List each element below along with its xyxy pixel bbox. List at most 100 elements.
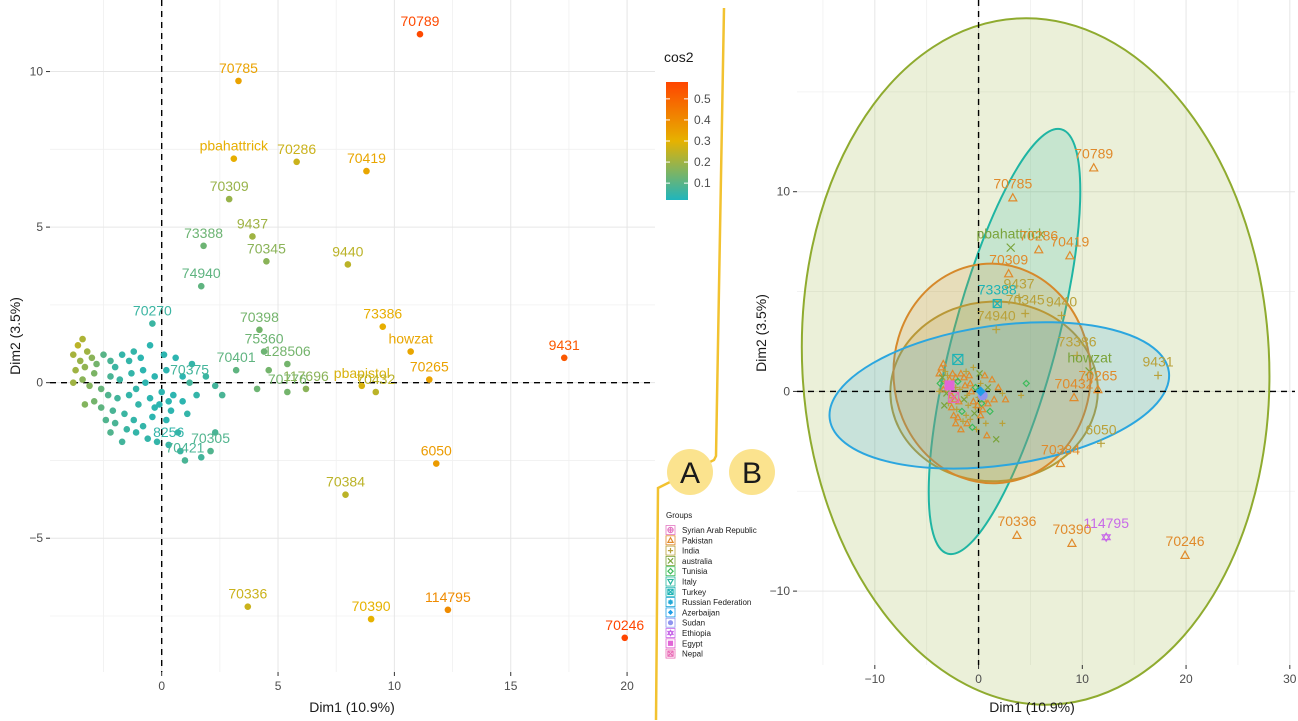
- panel-b-labeled-point: [1096, 439, 1105, 448]
- panel-a-points: [69, 30, 629, 642]
- panel-b-point-label: 70309: [989, 252, 1028, 268]
- panel-b-point-glyph: [958, 407, 966, 416]
- panel-b-labeled-point-glyph: [1096, 439, 1105, 448]
- panel-b-point-glyph: [973, 426, 980, 433]
- panel-divider: [654, 7, 726, 721]
- groups-legend-item: australia: [665, 556, 713, 566]
- panel-a-x-tick-label: 5: [275, 679, 282, 693]
- groups-legend-symbol-glyph: [667, 588, 674, 595]
- panel-a-point-label: 117696: [283, 368, 329, 384]
- panel-a-point: [76, 357, 84, 365]
- panel-b-point: [940, 401, 948, 409]
- panel-a-point-label: 128506: [264, 343, 311, 359]
- panel-b-point-glyph: [986, 407, 994, 416]
- panel-a-y-tick-label: 5: [36, 220, 43, 234]
- panel-b-labeled-point-glyph: [1154, 371, 1163, 380]
- panel-a-point: [146, 342, 154, 349]
- panel-a-labeled-point: [181, 457, 189, 464]
- panel-b-labeled-point-glyph: [992, 325, 1001, 334]
- cos2-tick-label: 0.1: [694, 176, 711, 190]
- panel-a-x-tick-label: 20: [620, 679, 634, 693]
- panel-b-point-glyph: [983, 399, 992, 407]
- panel-b-point-label: 70336: [997, 513, 1036, 529]
- panel-b-labeled-point: [1003, 268, 1014, 278]
- groups-legend-label: Italy: [682, 578, 697, 587]
- panel-b-group-center-nepal-glyph: [948, 391, 960, 404]
- panel-a-point-label: 114795: [425, 589, 471, 605]
- panel-b-labeled-point-glyph: [1055, 458, 1066, 468]
- panel-b-labeled-point: [1066, 537, 1077, 547]
- panel-a-point: [97, 385, 105, 393]
- panel-a-point-label: 8256: [153, 424, 184, 440]
- panel-a-point-labels: 70789 70785 pbahattrick 70286 70419 70309 9437…: [133, 13, 645, 633]
- panel-b-labeled-point: [1057, 311, 1066, 320]
- panel-b-point: [963, 419, 972, 427]
- panel-b-labeled-point: [1068, 392, 1080, 402]
- panel-a-point-label: 70286: [277, 141, 316, 157]
- panel-b-labeled-point: [1021, 309, 1030, 318]
- panel-a-point: [121, 410, 128, 418]
- panel-b-point: [1018, 392, 1025, 399]
- panel-label-a-badge: [667, 449, 713, 495]
- panel-b-labeled-point: [1006, 243, 1016, 253]
- panel-a-point: [100, 351, 107, 358]
- panel-b-labeled-point-glyph: [1033, 244, 1044, 254]
- panel-b-point: [947, 391, 956, 399]
- panel-a-point: [90, 398, 98, 405]
- panel-b-point-glyph: [992, 435, 1000, 443]
- panel-b-point-label: 70286: [1019, 228, 1058, 244]
- panel-b-x-tick-label: −10: [865, 672, 886, 686]
- panel-b-group-center-egypt: [944, 380, 955, 391]
- panel-a-point: [79, 376, 86, 383]
- panel-a-labeled-point: [407, 348, 414, 355]
- groups-legend-label: Nepal: [682, 650, 703, 659]
- panel-b-labeled-point: [992, 325, 1001, 334]
- panel-b-point-glyph: [988, 375, 997, 383]
- panel-a-point: [170, 391, 177, 399]
- panel-b-labeled-point-glyph: [992, 299, 1002, 308]
- panel-a-x-tick-label: 0: [158, 679, 165, 693]
- panel-b-labeled-point: [992, 298, 1002, 309]
- panel-b-point: [963, 412, 970, 419]
- panel-b-point-glyph: [968, 423, 977, 432]
- panel-b-labeled-point: [1073, 351, 1082, 360]
- panel-b-point-label: 70785: [993, 176, 1032, 192]
- panel-a-point: [179, 373, 186, 380]
- panel-b-point-glyph: [936, 379, 945, 388]
- panel-a-point-label: 70246: [605, 617, 644, 633]
- panel-b-y-axis-title: Dim2 (3.5%): [753, 294, 769, 372]
- panel-b-point-glyph: [990, 395, 999, 403]
- panel-a-labeled-point: [284, 360, 291, 368]
- groups-legend-item: India: [665, 545, 700, 556]
- panel-b-group-center-turkey: [952, 353, 964, 366]
- panel-b-point: [986, 407, 994, 416]
- panel-b-group-center-turkey-glyph: [952, 353, 964, 366]
- panel-a-point-label: pbahattrick: [200, 138, 269, 154]
- panel-a-labeled-point: [621, 634, 629, 642]
- panel-b-x-tick-label: 30: [1283, 672, 1297, 686]
- groups-legend-symbol-glyph: [666, 630, 675, 637]
- panel-a-point: [165, 398, 172, 405]
- panel-a-labeled-point: [425, 376, 433, 383]
- panel-b-labeled-point: [1015, 293, 1024, 302]
- panel-a-point: [123, 426, 131, 433]
- panel-b-labeled-point-glyph: [1011, 529, 1022, 539]
- panel-b-confidence-ellipses: [800, 17, 1271, 706]
- groups-legend-item: Nepal: [665, 648, 703, 659]
- panel-a-labeled-point: [284, 388, 291, 396]
- panel-b-point-glyph: [982, 420, 989, 427]
- panel-b-labeled-point-glyph: [1073, 351, 1082, 360]
- panel-a-point: [111, 363, 119, 371]
- panel-b-point-glyph: [936, 388, 943, 395]
- panel-a-point: [132, 385, 140, 393]
- panel-b-point-glyph: [999, 390, 1006, 397]
- panel-b-point: [980, 371, 989, 379]
- panel-a-labeled-point: [232, 366, 240, 374]
- panel-b-point: [942, 368, 949, 375]
- groups-legend-item: Pakistan: [665, 535, 713, 545]
- panel-b-point-label: howzat: [1067, 349, 1111, 365]
- groups-legend-item: Italy: [665, 576, 697, 587]
- panel-b-ellipse-italy: [927, 127, 1082, 556]
- panel-a-point: [107, 357, 114, 365]
